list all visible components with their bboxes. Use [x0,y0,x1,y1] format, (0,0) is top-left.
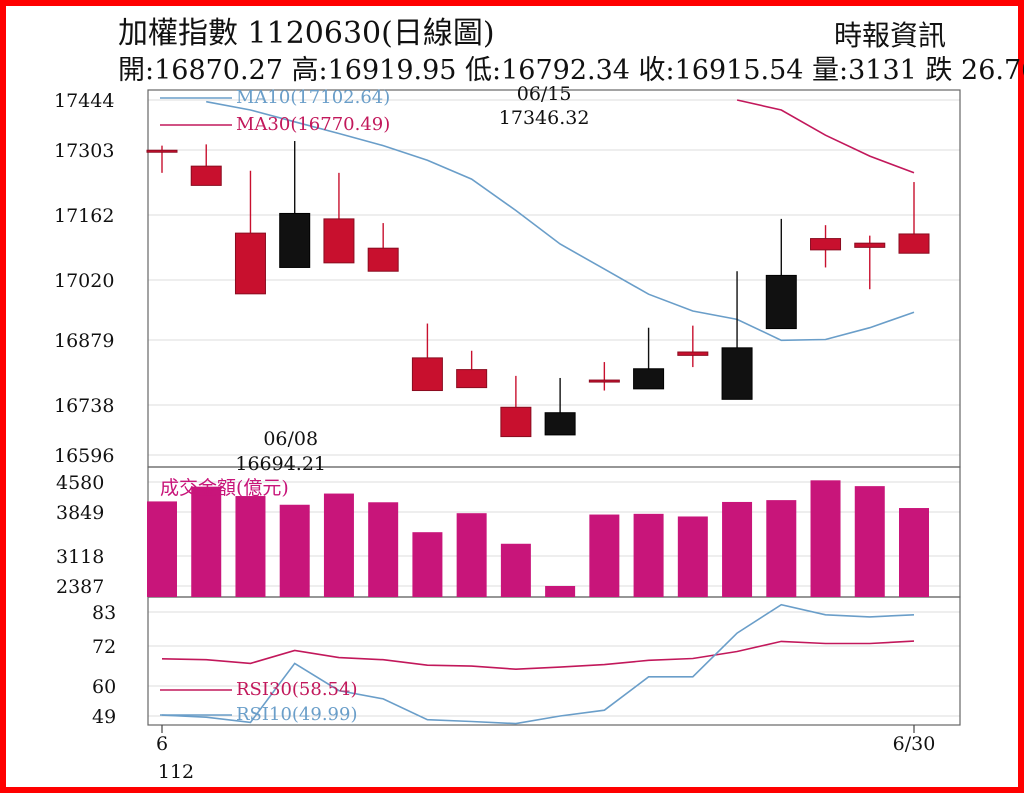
volume-tick-label: 4580 [56,472,104,494]
source-label: 時報資訊 [834,19,947,52]
volume-bar [766,500,797,597]
volume-bar [235,496,266,597]
x-label-start: 6 [156,733,168,755]
price-tick-label: 16738 [54,395,114,417]
candle-body [456,369,488,389]
candle-body [234,232,266,295]
price-tick-label: 17303 [54,140,114,162]
high-annotation-value: 17346.32 [499,107,590,129]
moving-average-lines [206,99,915,342]
panel-borders [147,89,961,733]
volume-bar [545,586,576,597]
high-annotation-date: 06/15 [517,83,572,105]
candle-body [190,165,222,186]
candle-body [588,379,620,383]
candles [146,141,930,438]
volume-bars [147,480,929,597]
ma10-line [206,100,915,342]
volume-bar [810,480,841,597]
candle-body [898,233,930,254]
ma10-legend-label: MA10(17102.64) [236,87,390,108]
axis-labels: 17444 17303 17162 17020 16879 16738 16596 4580 3… [54,83,935,783]
volume-bar [589,514,620,597]
rsi30-legend-label: RSI30(58.54) [236,679,357,700]
candle-body [279,212,311,268]
candle-body [633,368,665,390]
rsi10-line [161,603,915,725]
volume-bar [191,486,222,597]
rsi10-legend-label: RSI10(49.99) [236,704,357,725]
rsi-tick-label: 49 [92,706,116,728]
rsi-tick-label: 83 [92,602,116,624]
volume-title: 成交金額(億元) [160,477,289,499]
volume-tick-label: 2387 [56,576,104,598]
candle-body [721,347,753,400]
volume-bar [854,486,885,597]
low-annotation-value: 16694.21 [235,453,326,475]
volume-tick-label: 3118 [56,546,104,568]
chart-title: 加權指數 1120630(日線圖) [118,16,495,51]
candle-body [544,412,576,436]
volume-bar [412,532,443,597]
volume-bar [323,493,354,597]
rsi-tick-label: 72 [92,636,116,658]
x-label-year: 112 [158,761,194,783]
rsi-lines [161,603,915,725]
volume-bar [899,508,929,597]
volume-bar [633,513,664,597]
price-tick-label: 16596 [54,445,114,467]
volume-bar [368,502,399,597]
candle-body [810,238,842,251]
ma30-line [736,99,915,174]
volume-bar [279,504,310,597]
price-tick-label: 17020 [54,270,114,292]
volume-tick-label: 3849 [56,502,104,524]
candle-body [411,357,443,392]
volume-bar [456,513,487,597]
candle-body [323,218,355,264]
price-tick-label: 17444 [54,90,114,112]
price-tick-label: 16879 [54,330,114,352]
candle-body [765,274,797,330]
ohlc-summary: 開:16870.27 高:16919.95 低:16792.34 收:16915… [118,55,1024,86]
candle-body [677,351,709,356]
volume-bar [147,501,177,597]
candle-body [146,149,178,153]
low-annotation-date: 06/08 [263,428,318,450]
candle-body [854,242,886,248]
volume-bar [500,543,531,597]
candle-body [500,406,532,438]
panel-border-1 [147,89,961,468]
price-tick-label: 17162 [54,205,114,227]
x-label-end: 6/30 [893,733,936,755]
volume-bar [722,501,753,597]
grid-lines [148,99,960,717]
ma30-legend-label: MA30(16770.49) [236,114,390,135]
candle-body [367,247,399,272]
volume-bar [677,516,708,597]
rsi-tick-label: 60 [92,676,116,698]
rsi30-line [161,640,915,671]
